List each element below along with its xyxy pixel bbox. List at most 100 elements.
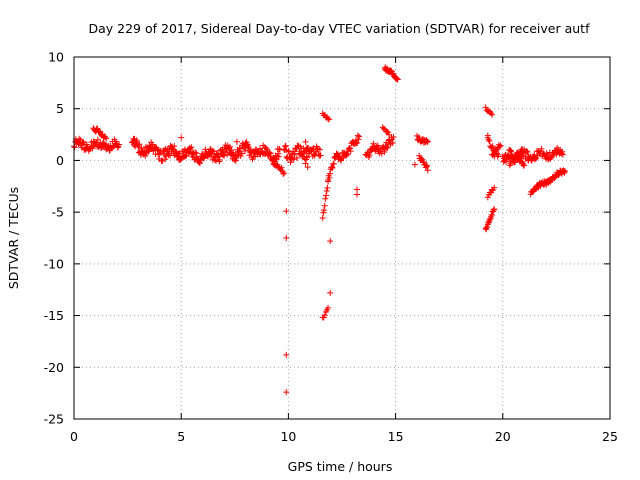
data-point (241, 148, 248, 155)
data-point (325, 304, 332, 311)
data-point (282, 143, 289, 150)
data-point (326, 174, 333, 181)
data-point (330, 160, 337, 167)
data-point (389, 139, 396, 146)
data-point (114, 144, 121, 151)
data-point (232, 157, 239, 164)
data-point (280, 170, 287, 177)
data-point (347, 148, 354, 155)
data-point (193, 150, 200, 157)
data-point (505, 154, 512, 161)
data-point (107, 142, 114, 149)
data-point (328, 163, 335, 170)
data-point (385, 129, 392, 136)
data-point (133, 137, 140, 144)
data-point (486, 138, 493, 145)
data-point (538, 145, 545, 152)
data-point (266, 149, 273, 156)
data-point (278, 164, 285, 171)
data-point (484, 132, 491, 139)
data-point (149, 141, 156, 148)
data-point (327, 238, 334, 245)
data-point (320, 209, 327, 216)
data-point (275, 150, 282, 157)
data-point (283, 351, 290, 358)
data-point (517, 155, 524, 162)
data-point (156, 150, 163, 157)
data-point (321, 207, 328, 214)
data-point (531, 151, 538, 158)
data-point (321, 312, 328, 319)
data-point (490, 206, 497, 213)
data-point (387, 141, 394, 148)
data-point (518, 150, 525, 157)
data-point (508, 148, 515, 155)
data-point (309, 146, 316, 153)
data-point (238, 150, 245, 157)
data-point (356, 133, 363, 140)
data-point (560, 168, 567, 175)
data-point (192, 149, 199, 156)
data-point (316, 146, 323, 153)
data-point (544, 156, 551, 163)
data-point (175, 150, 182, 157)
data-point (423, 162, 430, 169)
data-point (424, 163, 431, 170)
data-point (524, 148, 531, 155)
data-point (532, 156, 538, 163)
data-point (93, 125, 100, 132)
x-tick-label: 0 (70, 429, 78, 444)
x-axis-label: GPS time / hours (288, 459, 393, 474)
data-point (221, 152, 228, 159)
data-point (275, 153, 282, 160)
data-point (411, 161, 418, 168)
data-point (503, 158, 510, 165)
data-points (71, 64, 568, 396)
x-tick-label: 5 (177, 429, 185, 444)
data-point (523, 148, 530, 155)
data-point (276, 145, 283, 152)
data-point (196, 160, 203, 167)
data-point (249, 156, 256, 163)
data-point (162, 156, 169, 163)
data-point (374, 142, 381, 149)
data-point (514, 153, 521, 160)
data-point (354, 139, 361, 146)
data-point (354, 132, 361, 139)
data-point (282, 142, 289, 149)
data-point (325, 115, 332, 122)
data-point (110, 143, 117, 150)
data-point (491, 153, 498, 160)
data-point (302, 160, 309, 167)
data-point (322, 195, 329, 202)
data-point (116, 141, 123, 148)
data-point (386, 131, 393, 138)
data-point (135, 143, 142, 150)
data-point (343, 151, 350, 158)
data-point (491, 184, 498, 191)
data-point (287, 159, 294, 166)
data-point (323, 192, 330, 199)
data-point (291, 151, 298, 158)
data-point (559, 151, 566, 158)
data-point (354, 191, 361, 198)
data-point (327, 289, 334, 296)
data-point (136, 141, 143, 148)
data-point (237, 145, 244, 152)
y-axis-label: SDTVAR / TECUs (6, 187, 21, 289)
data-point (304, 164, 311, 171)
data-point (507, 158, 514, 165)
data-point (333, 150, 340, 157)
data-point (354, 186, 361, 193)
x-tick-label: 10 (280, 429, 296, 444)
data-point (112, 138, 119, 145)
data-point (283, 389, 290, 396)
x-tick-label: 15 (388, 429, 404, 444)
y-tick-label: -15 (44, 308, 64, 323)
data-point (142, 153, 149, 160)
data-point (495, 151, 502, 158)
y-tick-label: -10 (44, 256, 64, 271)
data-point (200, 155, 207, 162)
data-point (485, 136, 492, 143)
data-point (489, 143, 496, 150)
